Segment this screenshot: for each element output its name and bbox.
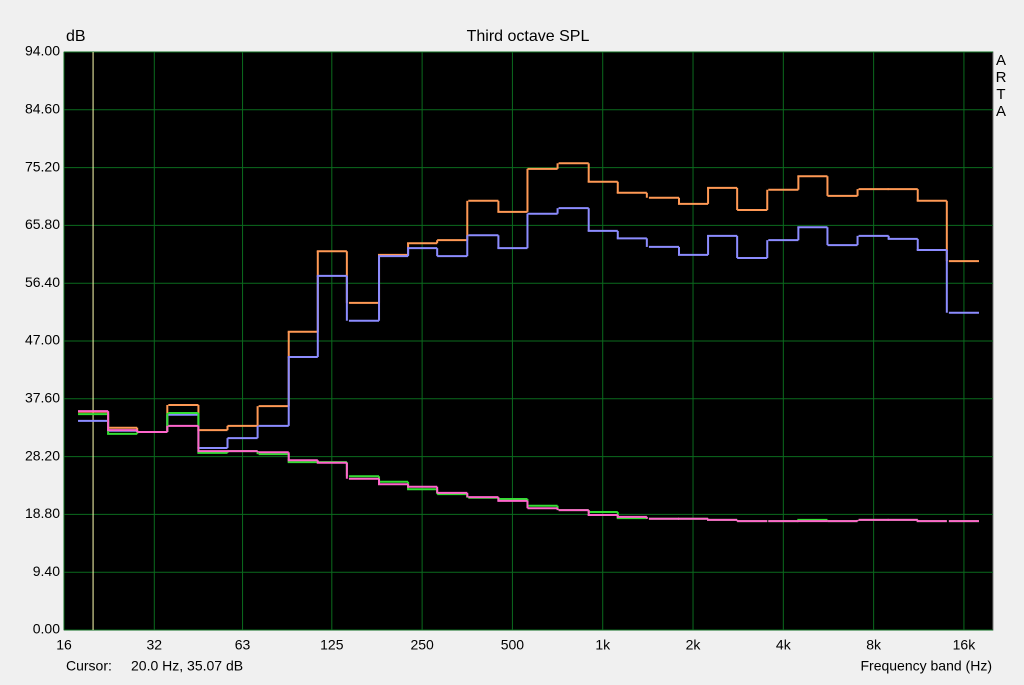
x-tick-label: 2k (686, 637, 702, 653)
x-tick-label: 8k (866, 637, 882, 653)
y-tick-label: 0.00 (33, 621, 60, 637)
x-tick-label: 1k (595, 637, 611, 653)
x-tick-label: 500 (501, 637, 525, 653)
y-tick-label: 37.60 (25, 390, 60, 406)
x-tick-label: 16 (56, 637, 72, 653)
x-tick-label: 250 (410, 637, 434, 653)
cursor-label: Cursor: (66, 658, 112, 674)
x-tick-label: 16k (953, 637, 977, 653)
y-tick-label: 28.20 (25, 447, 60, 463)
y-tick-label: 65.80 (25, 216, 60, 232)
chart-title: Third octave SPL (467, 28, 590, 45)
y-axis-label: dB (66, 28, 86, 45)
y-tick-label: 47.00 (25, 332, 60, 348)
x-tick-label: 63 (235, 637, 251, 653)
x-axis-label: Frequency band (Hz) (860, 658, 992, 674)
x-tick-label: 4k (776, 637, 792, 653)
y-tick-label: 18.80 (25, 505, 60, 521)
y-tick-label: 84.60 (25, 101, 60, 117)
y-tick-label: 94.00 (25, 43, 60, 59)
y-tick-label: 56.40 (25, 274, 60, 290)
y-tick-label: 9.40 (33, 563, 60, 579)
y-tick-label: 75.20 (25, 158, 60, 174)
cursor-readout: 20.0 Hz, 35.07 dB (131, 658, 243, 674)
x-tick-label: 125 (320, 637, 344, 653)
x-tick-label: 32 (147, 637, 163, 653)
brand: ARTA (995, 52, 1007, 120)
